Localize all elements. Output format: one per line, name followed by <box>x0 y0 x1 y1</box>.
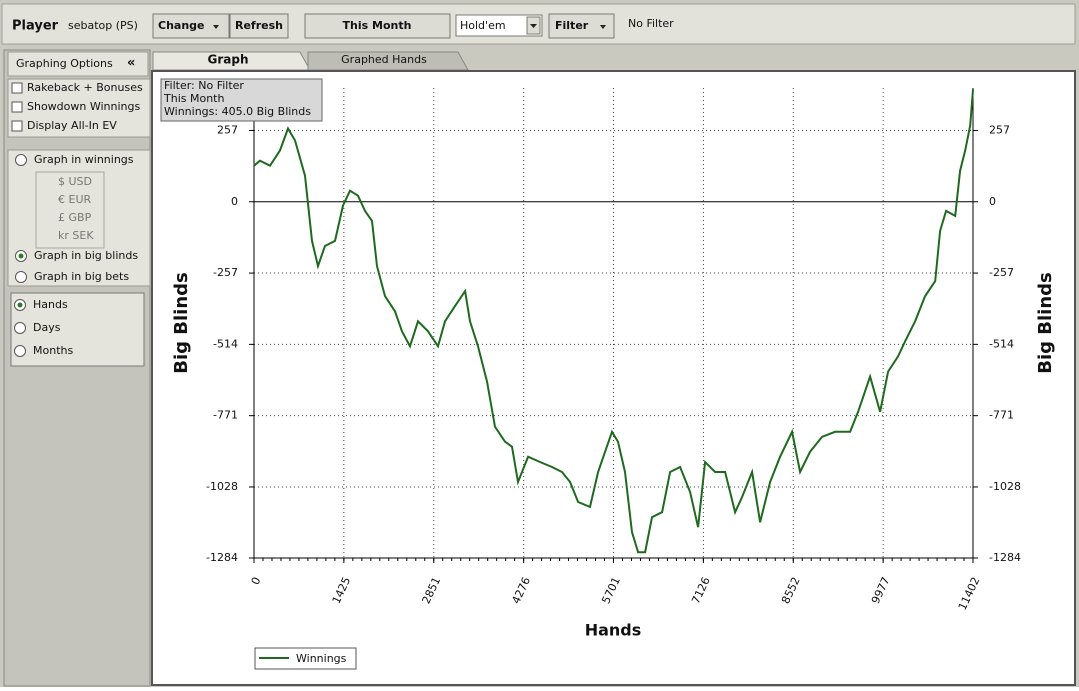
info-box <box>160 78 323 122</box>
y-tick-label: -257 <box>213 266 238 279</box>
y2-tick-label: -1284 <box>989 551 1021 564</box>
options-title: Graphing Options <box>16 57 113 70</box>
y-tick-label: -514 <box>213 337 238 350</box>
currency-option[interactable]: € EUR <box>58 193 91 206</box>
collapse-button[interactable]: « <box>127 56 135 71</box>
x-axis-group <box>10 292 145 367</box>
dropdown-arrow <box>530 24 537 28</box>
radio[interactable] <box>14 322 26 334</box>
change-label[interactable]: Change <box>158 19 205 32</box>
game-select[interactable] <box>455 14 543 37</box>
y-tick-label: 0 <box>231 195 238 208</box>
currency-option[interactable]: £ GBP <box>58 211 92 224</box>
player-label: Player <box>12 19 59 34</box>
checkbox-label[interactable]: Showdown Winnings <box>27 100 141 113</box>
tab-label[interactable]: Graphed Hands <box>341 53 427 66</box>
chart-panel <box>151 70 1076 686</box>
y-tick-label: 257 <box>217 123 238 136</box>
game-label[interactable]: Hold'em <box>460 19 506 32</box>
filter-label[interactable]: Filter <box>555 19 589 32</box>
dropdown-arrow <box>600 25 606 29</box>
radio-label[interactable]: Hands <box>33 298 68 311</box>
radio-label[interactable]: Graph in winnings <box>34 153 134 166</box>
checkbox-label[interactable]: Display All-In EV <box>27 119 117 132</box>
radio[interactable] <box>15 271 27 283</box>
radio-label[interactable]: Graph in big bets <box>34 270 129 283</box>
x-axis-label: Hands <box>585 621 642 640</box>
options-header <box>7 51 149 77</box>
info-line: This Month <box>163 92 224 105</box>
y-tick-label: -771 <box>213 409 238 422</box>
period-label[interactable]: This Month <box>343 19 412 32</box>
info-line: Filter: No Filter <box>164 79 244 92</box>
legend-label: Winnings <box>296 652 347 665</box>
checkbox-group <box>7 78 151 138</box>
y2-tick-label: -514 <box>989 337 1014 350</box>
checkbox[interactable] <box>11 120 23 132</box>
y2-tick-label: 0 <box>989 195 996 208</box>
checkbox-label[interactable]: Rakeback + Bonuses <box>27 81 143 94</box>
radio-label[interactable]: Days <box>33 321 61 334</box>
radio-dot <box>17 302 23 308</box>
filter-status: No Filter <box>628 17 674 30</box>
radio[interactable] <box>15 154 27 166</box>
y2-tick-label: -1028 <box>989 480 1021 493</box>
refresh-button[interactable] <box>229 13 289 39</box>
tab-label[interactable]: Graph <box>208 53 249 67</box>
options-panel <box>3 49 151 687</box>
checkbox[interactable] <box>11 101 23 113</box>
radio-dot <box>18 253 24 259</box>
dropdown-arrow <box>213 25 219 29</box>
y-tick-label: -1028 <box>206 480 238 493</box>
info-line: Winnings: 405.0 Big Blinds <box>164 105 311 118</box>
x-tick-label: 0 <box>249 575 264 587</box>
y-axis-label: Big Blinds <box>171 272 192 374</box>
y2-axis-label: Big Blinds <box>1035 272 1056 374</box>
chart: -1284 -1284 -1028 -1028 -771 -771 -514 -514 -257… <box>206 88 1021 612</box>
series-line <box>253 89 974 554</box>
y2-tick-label: -771 <box>989 409 1014 422</box>
currency-box <box>35 171 105 249</box>
currency-option[interactable]: kr SEK <box>58 229 94 242</box>
y-tick-label: -1284 <box>206 551 238 564</box>
radio-label[interactable]: Graph in big blinds <box>34 249 138 262</box>
radio-label[interactable]: Months <box>33 344 73 357</box>
refresh-label[interactable]: Refresh <box>235 19 283 32</box>
checkbox[interactable] <box>11 82 23 94</box>
player-name: sebatop (PS) <box>68 19 138 32</box>
y2-tick-label: -257 <box>989 266 1014 279</box>
radio[interactable] <box>14 345 26 357</box>
legend <box>254 647 357 670</box>
period-button[interactable] <box>304 13 451 39</box>
y2-tick-label: 257 <box>989 123 1010 136</box>
currency-option[interactable]: $ USD <box>58 175 92 188</box>
